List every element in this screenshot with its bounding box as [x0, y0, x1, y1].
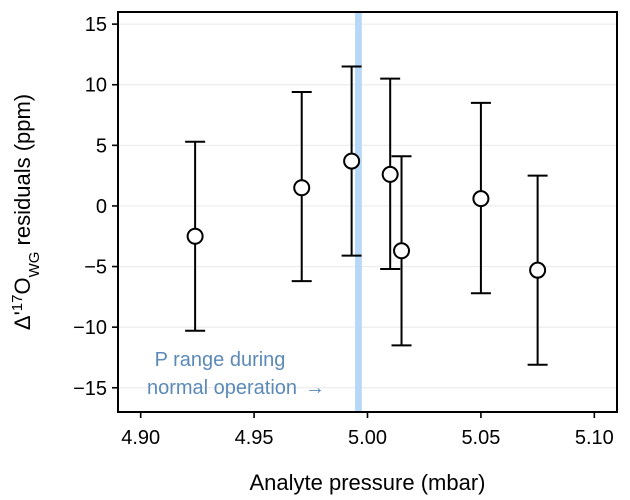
y-tick-label: 10 [85, 75, 107, 97]
x-tick-label: 4.95 [235, 427, 274, 449]
y-tick-label: −10 [73, 317, 107, 339]
x-tick-label: 5.10 [575, 427, 614, 449]
y-axis-title-superscript: 17 [9, 295, 26, 312]
x-axis-ticks: 4.90 4.95 5.00 5.05 5.10 [121, 412, 614, 449]
x-tick-label: 5.05 [461, 427, 500, 449]
y-axis-title-main: O [10, 277, 35, 294]
y-axis-ticks: 15 10 5 0 −5 −10 −15 [73, 14, 118, 400]
annotation-line-1: P range during [155, 349, 286, 371]
normal-operation-pressure-band [355, 13, 362, 411]
x-axis-title: Analyte pressure (mbar) [250, 470, 486, 495]
y-axis-title-prefix: Δ' [10, 311, 35, 330]
x-tick-label: 4.90 [121, 427, 160, 449]
data-point [186, 227, 204, 245]
y-axis-title: Δ'17OWG residuals (ppm) [9, 94, 43, 330]
data-point [381, 165, 399, 183]
x-tick-label: 5.00 [348, 427, 387, 449]
annotation-line-2-text: normal operation [147, 377, 297, 399]
data-point [472, 190, 490, 208]
y-tick-label: 15 [85, 14, 107, 36]
data-point [393, 242, 411, 260]
annotation-arrow: → [305, 377, 325, 399]
grid-lines [118, 23, 617, 389]
data-point [343, 152, 361, 170]
y-tick-label: −15 [73, 378, 107, 400]
data-points [186, 152, 547, 279]
y-axis-title-subscript: WG [26, 252, 43, 278]
y-tick-label: 5 [96, 135, 107, 157]
error-bars [185, 65, 548, 366]
annotation-line-2: normal operation → [147, 377, 325, 399]
y-tick-label: −5 [84, 257, 107, 279]
y-tick-label: 0 [96, 196, 107, 218]
y-axis-title-suffix: residuals (ppm) [10, 94, 35, 252]
data-point [293, 179, 311, 197]
data-point [529, 261, 547, 279]
